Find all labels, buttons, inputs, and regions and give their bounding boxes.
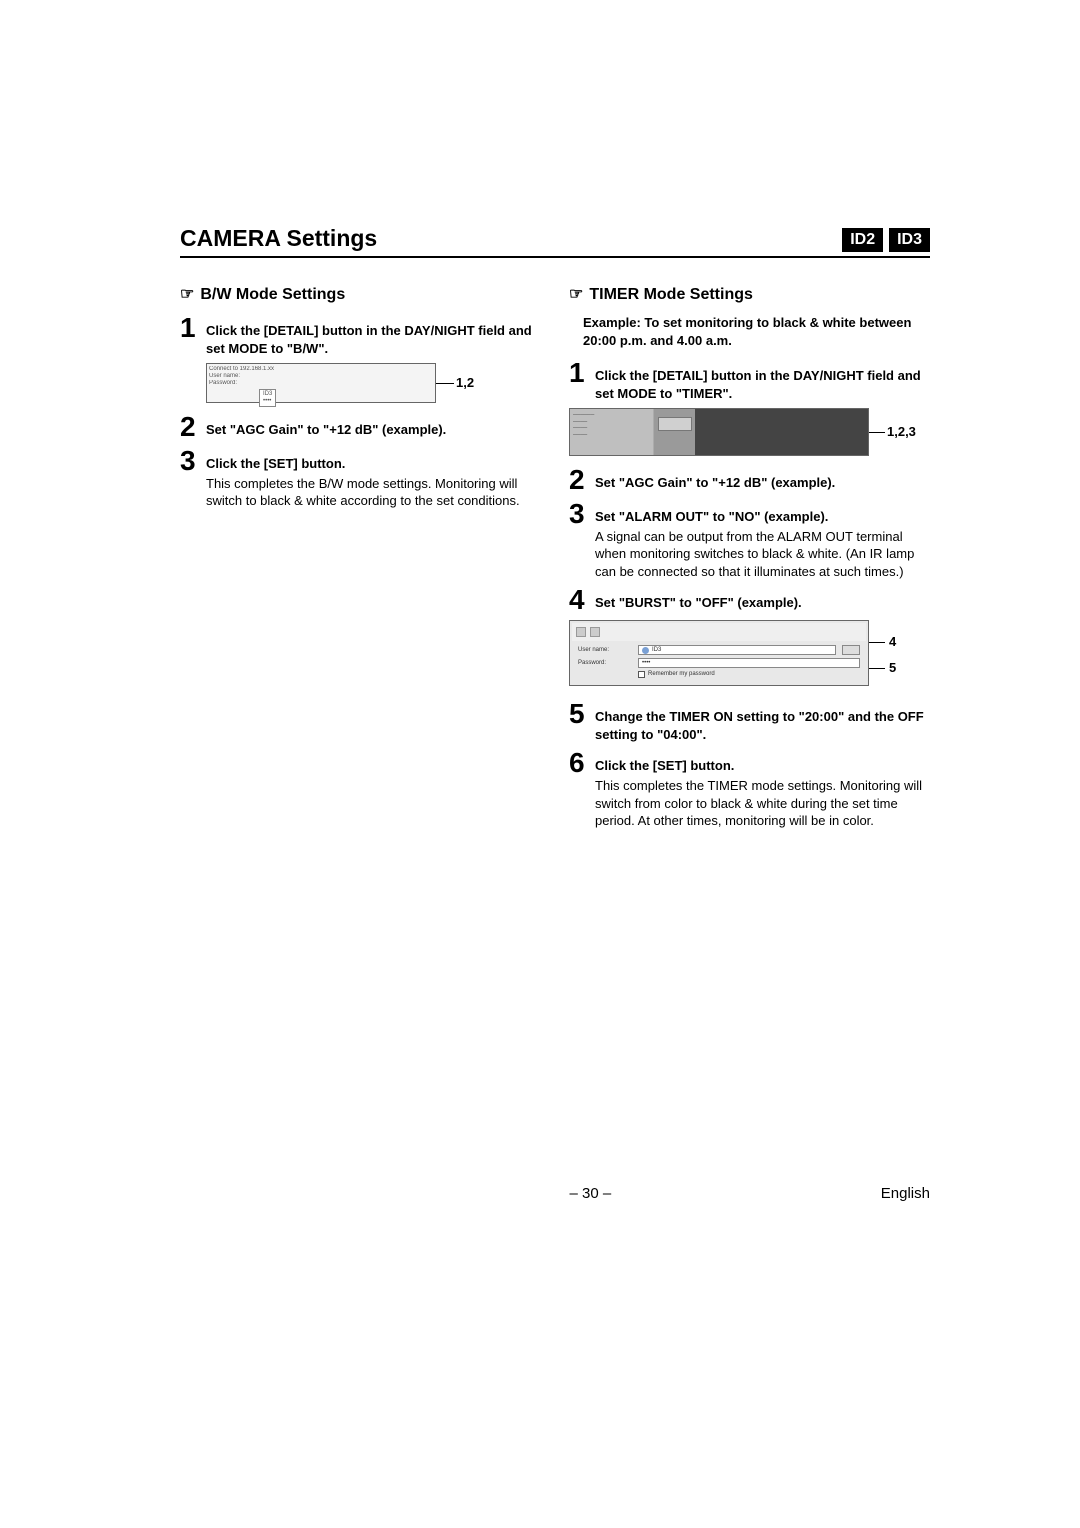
step-number: 1	[180, 314, 200, 342]
step-body: Set "AGC Gain" to "+12 dB" (example).	[595, 466, 930, 492]
page-title: CAMERA Settings	[180, 225, 377, 252]
step-desc: This completes the TIMER mode settings. …	[595, 777, 930, 830]
fig-left-labels: ──────────────────	[573, 412, 594, 438]
footer: – 30 – English	[180, 1185, 930, 1202]
step-body: Click the [DETAIL] button in the DAY/NIG…	[595, 359, 930, 402]
step-head: Change the TIMER ON setting to "20:00" a…	[595, 708, 930, 743]
step-number: 3	[569, 500, 589, 528]
pass-row: Password: ••••	[578, 658, 860, 668]
badge-group: ID2 ID3	[842, 228, 930, 252]
bw-step-2: 2 Set "AGC Gain" to "+12 dB" (example).	[180, 413, 541, 441]
timer-step-4: 4 Set "BURST" to "OFF" (example).	[569, 586, 930, 614]
step-head: Click the [DETAIL] button in the DAY/NIG…	[206, 322, 541, 357]
user-row: User name: ID3	[578, 645, 860, 655]
window-icon	[576, 627, 586, 637]
figure-box: ──────────────────	[569, 408, 869, 456]
fig-line: Password:	[209, 380, 433, 387]
step-number: 6	[569, 749, 589, 777]
callout-bw-1: 1,2	[456, 375, 474, 390]
timer-step-1: 1 Click the [DETAIL] button in the DAY/N…	[569, 359, 930, 402]
step-body: Click the [SET] button. This completes t…	[595, 749, 930, 829]
step-number: 4	[569, 586, 589, 614]
bw-figure-1: Connect to 192.168.1.xx User name: Passw…	[206, 363, 436, 403]
step-body: Click the [DETAIL] button in the DAY/NIG…	[206, 314, 541, 357]
bw-title-text: B/W Mode Settings	[200, 286, 345, 304]
timer-step-5: 5 Change the TIMER ON setting to "20:00"…	[569, 700, 930, 743]
step-number: 2	[569, 466, 589, 494]
left-column: ☞ B/W Mode Settings 1 Click the [DETAIL]…	[180, 286, 541, 836]
fig-mid: User name: ID3 Password: ••••	[572, 641, 866, 682]
step-number: 3	[180, 447, 200, 475]
fig-line: Connect to 192.168.1.xx	[209, 366, 433, 373]
fig-inner-line: ID3	[263, 391, 272, 397]
language-label: English	[881, 1185, 930, 1202]
leader-line	[436, 383, 454, 384]
pass-value: ••••	[642, 660, 650, 667]
window-icon	[590, 627, 600, 637]
step-body: Set "BURST" to "OFF" (example).	[595, 586, 930, 612]
user-value: ID3	[652, 647, 661, 654]
step-head: Set "BURST" to "OFF" (example).	[595, 594, 930, 612]
step-body: Change the TIMER ON setting to "20:00" a…	[595, 700, 930, 743]
timer-figure-2: User name: ID3 Password: ••••	[569, 620, 869, 686]
figure-box: User name: ID3 Password: ••••	[569, 620, 869, 686]
fig-inner-line: ••••	[263, 398, 271, 404]
badge-id2: ID2	[842, 228, 883, 252]
leader-line	[869, 642, 885, 643]
user-label: User name:	[578, 647, 632, 654]
figure-box: Connect to 192.168.1.xx User name: Passw…	[206, 363, 436, 403]
pass-input: ••••	[638, 658, 860, 668]
badge-id3: ID3	[889, 228, 930, 252]
step-head: Click the [SET] button.	[595, 757, 930, 775]
step-number: 5	[569, 700, 589, 728]
checkbox-icon	[638, 671, 645, 678]
leader-line	[869, 432, 885, 433]
page-number: – 30 –	[570, 1185, 612, 1202]
timer-step-6: 6 Click the [SET] button. This completes…	[569, 749, 930, 829]
fig-mid-box	[658, 417, 692, 431]
leader-line	[869, 668, 885, 669]
header: CAMERA Settings ID2 ID3	[180, 225, 930, 258]
bw-step-1: 1 Click the [DETAIL] button in the DAY/N…	[180, 314, 541, 357]
timer-figure-1: ────────────────── 1,2,3	[569, 408, 869, 456]
user-input: ID3	[638, 645, 836, 655]
pass-label: Password:	[578, 660, 632, 667]
callout-timer-fig2-top: 4	[889, 634, 896, 649]
page-content: CAMERA Settings ID2 ID3 ☞ B/W Mode Setti…	[180, 225, 930, 836]
timer-title-text: TIMER Mode Settings	[589, 286, 753, 304]
step-head: Set "ALARM OUT" to "NO" (example).	[595, 508, 930, 526]
fig-line: User name:	[209, 373, 433, 380]
timer-section-title: ☞ TIMER Mode Settings	[569, 286, 930, 304]
step-number: 1	[569, 359, 589, 387]
step-number: 2	[180, 413, 200, 441]
step-head: Click the [DETAIL] button in the DAY/NIG…	[595, 367, 930, 402]
bw-step-3: 3 Click the [SET] button. This completes…	[180, 447, 541, 510]
step-desc: A signal can be output from the ALARM OU…	[595, 528, 930, 581]
step-head: Click the [SET] button.	[206, 455, 541, 473]
step-head: Set "AGC Gain" to "+12 dB" (example).	[595, 474, 930, 492]
columns: ☞ B/W Mode Settings 1 Click the [DETAIL]…	[180, 286, 930, 836]
step-desc: This completes the B/W mode settings. Mo…	[206, 475, 541, 510]
hand-icon: ☞	[180, 287, 194, 303]
fig-inner: ID3 ••••	[259, 389, 276, 407]
dropdown-btn	[842, 645, 860, 655]
step-body: Set "ALARM OUT" to "NO" (example). A sig…	[595, 500, 930, 580]
step-body: Click the [SET] button. This completes t…	[206, 447, 541, 510]
remember-label: Remember my password	[648, 671, 715, 678]
remember-row: Remember my password	[638, 671, 860, 678]
right-column: ☞ TIMER Mode Settings Example: To set mo…	[569, 286, 930, 836]
callout-timer-fig2-bottom: 5	[889, 660, 896, 675]
fig-toprow	[572, 623, 866, 641]
timer-step-3: 3 Set "ALARM OUT" to "NO" (example). A s…	[569, 500, 930, 580]
step-body: Set "AGC Gain" to "+12 dB" (example).	[206, 413, 541, 439]
timer-example: Example: To set monitoring to black & wh…	[583, 314, 930, 349]
hand-icon: ☞	[569, 287, 583, 303]
step-head: Set "AGC Gain" to "+12 dB" (example).	[206, 421, 541, 439]
globe-icon	[642, 647, 649, 654]
timer-step-2: 2 Set "AGC Gain" to "+12 dB" (example).	[569, 466, 930, 494]
callout-timer-1: 1,2,3	[887, 424, 916, 439]
bw-section-title: ☞ B/W Mode Settings	[180, 286, 541, 304]
